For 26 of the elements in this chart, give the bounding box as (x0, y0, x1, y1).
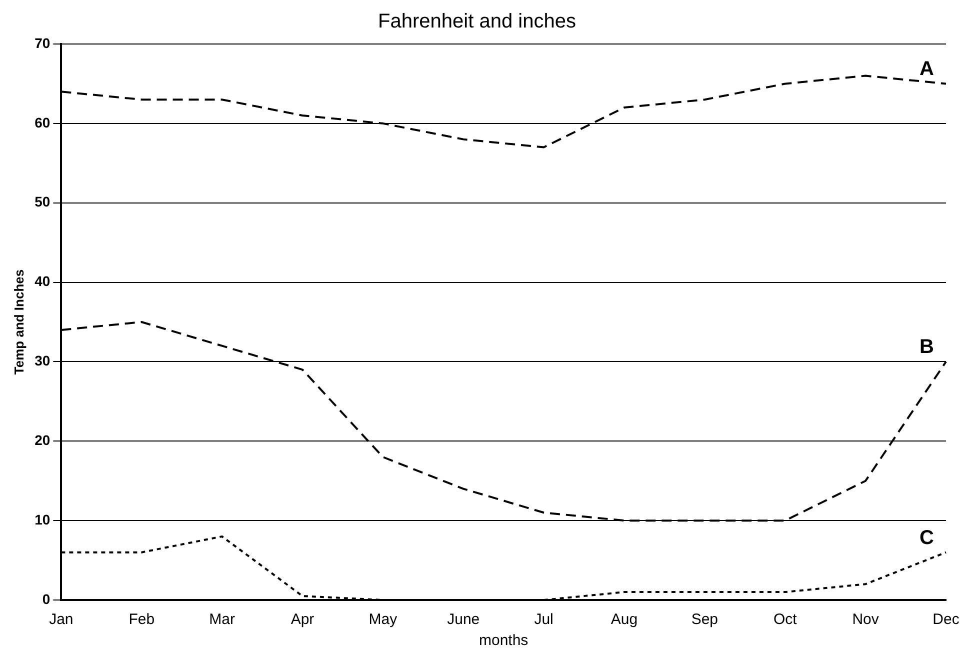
x-tick-label: Dec (932, 611, 960, 628)
x-tick-label: Apr (290, 611, 314, 628)
y-tick-label: 70 (34, 34, 50, 51)
x-tick-label: Mar (209, 611, 235, 628)
y-axis-title: Temp and Inches (11, 269, 26, 375)
x-tick-label: Jul (534, 611, 554, 628)
x-tick-label: Sep (691, 611, 718, 628)
x-axis-title: months (478, 632, 528, 650)
series-label: B (920, 336, 934, 358)
x-tick-label: Aug (610, 611, 638, 628)
y-tick-label: 50 (34, 194, 50, 210)
x-tick-label: Feb (128, 611, 155, 628)
x-tick-label: May (368, 611, 398, 628)
y-tick-label: 60 (34, 114, 50, 130)
series-label: C (920, 526, 934, 549)
y-tick-label: 30 (34, 352, 50, 369)
chart-title: Fahrenheit and inches (378, 10, 576, 33)
y-tick-label: 0 (42, 590, 50, 607)
y-tick-label: 10 (34, 511, 50, 528)
y-tick-label: 40 (34, 273, 50, 290)
y-tick-label: 20 (34, 432, 50, 448)
x-tick-label: Jan (49, 611, 74, 628)
x-tick-label: Oct (773, 611, 798, 628)
x-tick-label: Nov (852, 611, 880, 628)
series-label: A (920, 58, 934, 80)
x-tick-label: June (447, 611, 480, 628)
